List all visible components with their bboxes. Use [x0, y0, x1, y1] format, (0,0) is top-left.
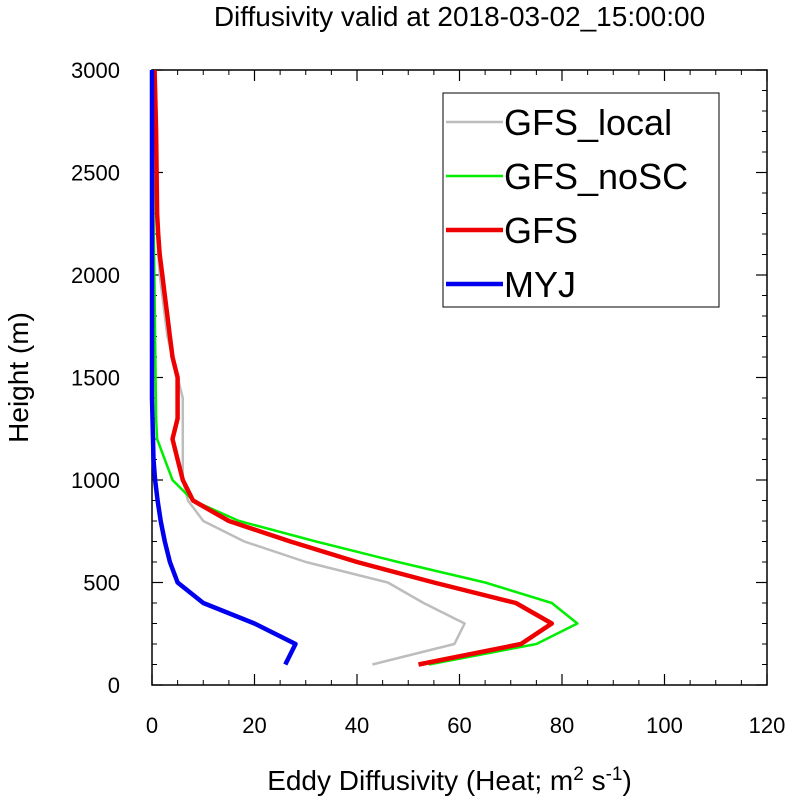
y-tick-label: 3000 [71, 58, 120, 83]
legend-label: GFS [504, 210, 578, 251]
series-line-gfs [152, 69, 555, 667]
legend-box [442, 92, 720, 308]
y-tick-label: 2500 [71, 161, 120, 186]
y-tick-label: 500 [83, 571, 120, 596]
legend-label: MYJ [504, 264, 576, 305]
x-axis-title-mid: s [584, 765, 606, 796]
x-tick-label: 40 [345, 713, 369, 738]
x-axis-title-end: ) [622, 765, 631, 796]
y-tick-label: 0 [108, 673, 120, 698]
legend: GFS_local GFS_noSC GFS MYJ [442, 92, 720, 308]
x-tick-label: 80 [550, 713, 574, 738]
x-axis-title-sup1: 2 [573, 764, 584, 785]
x-tick-label: 120 [749, 713, 786, 738]
series-layer [149, 69, 579, 667]
y-tick-label: 2000 [71, 263, 120, 288]
x-axis-title-main: Eddy Diffusivity (Heat; m [267, 765, 573, 796]
x-tick-label: 100 [646, 713, 683, 738]
legend-label: GFS_noSC [504, 156, 688, 197]
x-axis-title-sup2: -1 [606, 764, 623, 785]
x-tick-label: 60 [447, 713, 471, 738]
x-axis-title: Eddy Diffusivity (Heat; m2 s-1) [267, 764, 632, 796]
chart-title: Diffusivity valid at 2018-03-02_15:00:00 [214, 1, 705, 32]
y-tick-label: 1000 [71, 468, 120, 493]
x-tick-label: 20 [242, 713, 266, 738]
y-tick-label: 1500 [71, 366, 120, 391]
x-tick-label: 0 [146, 713, 158, 738]
legend-label: GFS_local [504, 102, 672, 143]
y-axis-title: Height (m) [3, 312, 34, 443]
axes-frame: 0 20 40 60 80 100 120 0 500 1000 1500 2000 2500 3000 [71, 58, 785, 738]
series-line-gfs-local [153, 70, 466, 666]
series-line-myj [149, 70, 298, 666]
